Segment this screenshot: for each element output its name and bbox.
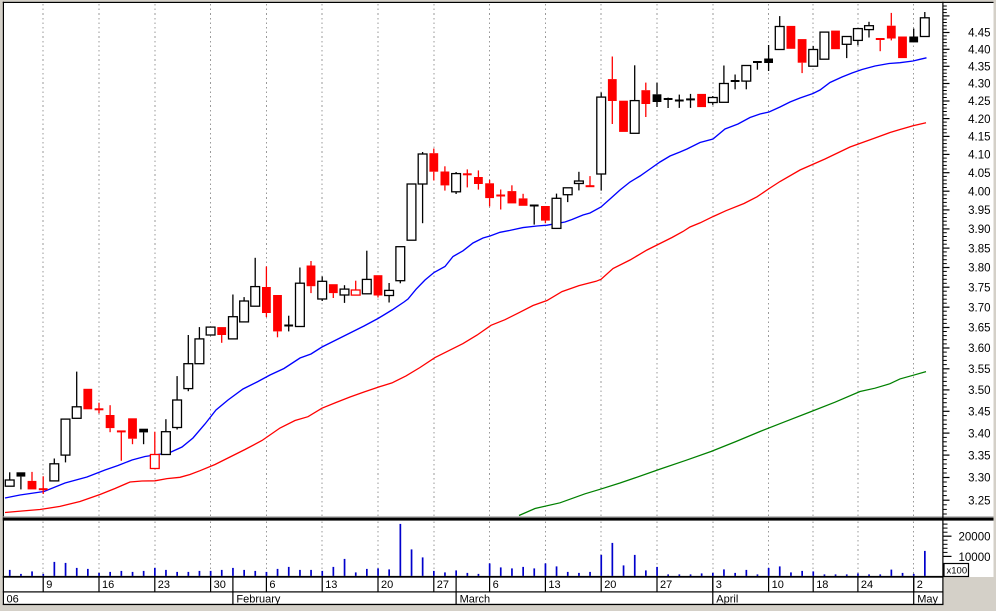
svg-text:20: 20 (604, 579, 616, 591)
svg-text:February: February (236, 594, 281, 606)
svg-text:3.80: 3.80 (968, 263, 990, 275)
svg-text:2: 2 (917, 579, 923, 591)
svg-text:27: 27 (437, 579, 449, 591)
svg-text:3.70: 3.70 (968, 302, 990, 314)
svg-text:March: March (460, 594, 491, 606)
svg-text:3.25: 3.25 (968, 495, 990, 507)
svg-text:10000: 10000 (959, 552, 991, 564)
svg-text:4.35: 4.35 (968, 62, 990, 74)
svg-text:4.30: 4.30 (968, 79, 990, 91)
svg-text:4.25: 4.25 (968, 96, 990, 108)
svg-text:3.40: 3.40 (968, 428, 990, 440)
svg-text:4.15: 4.15 (968, 132, 990, 144)
svg-text:3: 3 (716, 579, 722, 591)
svg-text:6: 6 (493, 579, 499, 591)
svg-text:May: May (917, 594, 938, 606)
svg-text:3.45: 3.45 (968, 407, 990, 419)
svg-text:3.55: 3.55 (968, 364, 990, 376)
svg-text:3.50: 3.50 (968, 385, 990, 397)
svg-text:4.05: 4.05 (968, 168, 990, 180)
svg-text:3.95: 3.95 (968, 205, 990, 217)
svg-text:3.30: 3.30 (968, 473, 990, 485)
svg-text:3.65: 3.65 (968, 323, 990, 335)
svg-text:10: 10 (772, 579, 784, 591)
svg-text:3.75: 3.75 (968, 282, 990, 294)
svg-text:23: 23 (158, 579, 170, 591)
svg-text:April: April (716, 594, 738, 606)
svg-text:16: 16 (102, 579, 114, 591)
svg-text:13: 13 (325, 579, 337, 591)
svg-text:06: 06 (7, 594, 19, 606)
svg-text:20000: 20000 (959, 532, 991, 544)
svg-text:4.40: 4.40 (968, 45, 990, 57)
svg-text:27: 27 (660, 579, 672, 591)
svg-text:9: 9 (46, 579, 52, 591)
svg-text:13: 13 (548, 579, 560, 591)
svg-text:3.90: 3.90 (968, 224, 990, 236)
svg-text:4.10: 4.10 (968, 150, 990, 162)
svg-text:24: 24 (861, 579, 873, 591)
svg-text:3.85: 3.85 (968, 243, 990, 255)
svg-text:4.45: 4.45 (968, 28, 990, 40)
svg-text:6: 6 (269, 579, 275, 591)
svg-text:4.00: 4.00 (968, 186, 990, 198)
svg-text:30: 30 (214, 579, 226, 591)
svg-text:18: 18 (816, 579, 828, 591)
svg-text:x100: x100 (947, 566, 968, 577)
svg-text:3.60: 3.60 (968, 343, 990, 355)
svg-text:4.20: 4.20 (968, 114, 990, 126)
svg-text:3.35: 3.35 (968, 450, 990, 462)
svg-text:20: 20 (381, 579, 393, 591)
